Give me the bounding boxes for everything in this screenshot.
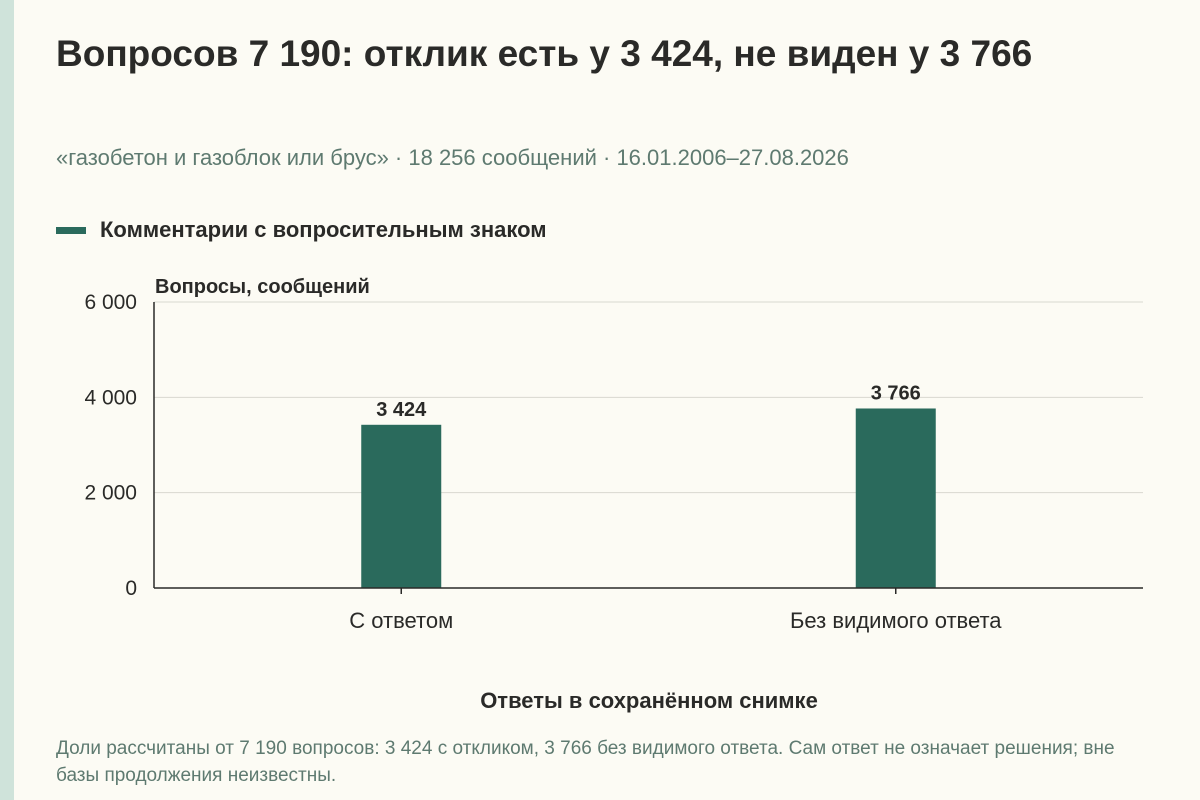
bar [361, 424, 442, 588]
x-axis-title: Ответы в сохранённом снимке [480, 688, 818, 713]
x-tick-label: С ответом [349, 608, 453, 633]
bar-chart: 3 424 3 766 0 2 000 4 000 6 000 С ответом Без … [84, 276, 1143, 713]
y-tick-label: 4 000 [84, 386, 137, 409]
data-label: 3 766 [871, 382, 921, 404]
bar [855, 408, 936, 588]
y-axis-title: Вопросы, сообщений [155, 276, 370, 298]
footnote: Доли рассчитаны от 7 190 вопросов: 3 424… [56, 738, 1115, 786]
accent-stripe [0, 0, 14, 800]
axis-layer: 0 2 000 4 000 6 000 С ответом Без видимого от… [84, 291, 1143, 633]
grid-layer [154, 301, 1143, 494]
page-subtitle: «газобетон и газоблок или брус» · 18 256… [56, 145, 849, 170]
chart-legend: Комментарии с вопросительным знаком [56, 217, 547, 243]
legend-label: Комментарии с вопросительным знаком [100, 217, 547, 242]
y-tick-label: 6 000 [84, 291, 137, 314]
y-tick-label: 0 [125, 577, 137, 600]
bar-layer: 3 424 3 766 [361, 382, 936, 588]
legend-swatch [56, 226, 86, 234]
page-title: Вопросов 7 190: отклик есть у 3 424, не … [56, 33, 1033, 74]
y-tick-label: 2 000 [84, 482, 137, 505]
data-label: 3 424 [376, 399, 427, 421]
x-tick-label: Без видимого ответа [790, 608, 1002, 633]
